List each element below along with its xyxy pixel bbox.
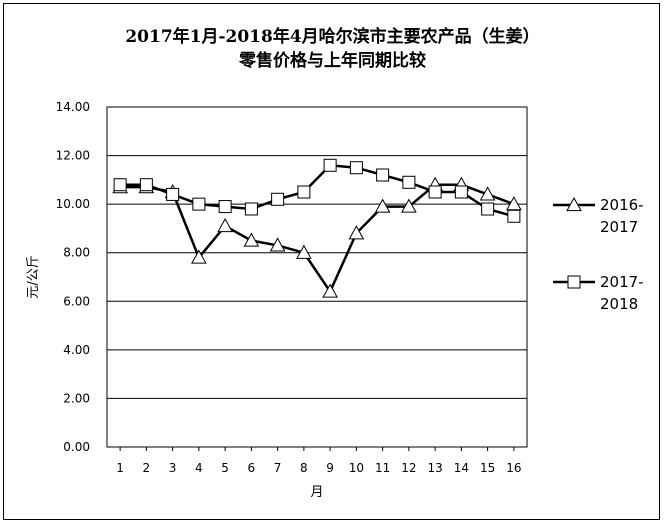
x-tick-label: 10 [349, 461, 364, 475]
plot-area [106, 106, 528, 448]
series-2 [113, 158, 521, 223]
data-point [323, 158, 337, 172]
data-point [297, 185, 311, 199]
series-line [120, 183, 515, 295]
data-point [507, 209, 521, 223]
x-tick-label: 3 [169, 461, 177, 475]
legend-marker [567, 275, 581, 289]
y-tick-label: 14.00 [56, 100, 90, 114]
y-tick-label: 2.00 [63, 391, 90, 405]
x-tick-label: 11 [375, 461, 390, 475]
data-point [139, 178, 153, 192]
data-point [402, 175, 416, 189]
data-point [191, 249, 207, 264]
legend-marker [566, 196, 582, 212]
x-tick-label: 1 [116, 461, 124, 475]
y-tick-labels: 0.00 2.00 4.00 6.00 8.00 10.00 12.00 14.00 [56, 100, 90, 454]
x-tick-label: 16 [506, 461, 521, 475]
chart-frame [3, 3, 660, 520]
data-point [481, 202, 495, 216]
data-point [271, 192, 285, 206]
y-axis-label: 元/公斤 [26, 255, 41, 298]
x-tick-label: 5 [221, 461, 229, 475]
x-tick-label: 14 [454, 461, 469, 475]
data-point [113, 178, 127, 192]
legend-label-line1: 2016- [600, 196, 644, 214]
data-point [322, 283, 338, 298]
data-point [348, 225, 365, 240]
legend-label-line2: 2018 [600, 295, 638, 313]
data-point [374, 198, 391, 213]
chart-title-line2: 零售价格与上年同期比较 [239, 51, 426, 71]
data-point [218, 200, 232, 214]
x-tick-labels: 1 2 3 4 5 6 7 8 9 10 11 12 13 14 15 16 [116, 447, 522, 475]
data-point [376, 168, 390, 182]
data-point [192, 197, 206, 211]
data-point [479, 186, 496, 201]
x-tick-label: 4 [195, 461, 203, 475]
legend-label-line1: 2017- [600, 273, 644, 291]
legend-entry-2: 2017- 2018 [553, 273, 644, 313]
data-point [454, 185, 468, 199]
y-tick-label: 10.00 [56, 197, 90, 211]
data-point [428, 185, 442, 199]
x-tick-label: 12 [401, 461, 416, 475]
data-point [166, 187, 180, 201]
y-tick-label: 12.00 [56, 149, 90, 163]
data-point [269, 237, 286, 252]
data-point [217, 217, 233, 233]
series-line [120, 163, 515, 218]
x-tick-label: 2 [143, 461, 151, 475]
x-tick-label: 8 [300, 461, 308, 475]
y-tick-label: 4.00 [63, 343, 90, 357]
x-tick-label: 15 [480, 461, 495, 475]
data-point [401, 198, 417, 213]
legend: 2016- 2017 2017- 2018 [553, 196, 644, 313]
y-tick-label: 0.00 [63, 440, 90, 454]
data-point [349, 161, 363, 175]
data-point [243, 232, 260, 247]
chart-title-line1: 2017年1月-2018年4月哈尔滨市主要农产品（生姜） [125, 27, 540, 47]
x-tick-label: 9 [326, 461, 334, 475]
series-group [112, 158, 522, 298]
x-axis-label: 月 [310, 485, 323, 500]
legend-label-line2: 2017 [600, 218, 638, 236]
y-tick-label: 8.00 [63, 246, 90, 260]
data-point [296, 244, 312, 259]
x-tick-label: 7 [274, 461, 282, 475]
legend-entry-1: 2016- 2017 [553, 196, 644, 236]
y-tick-label: 6.00 [63, 294, 90, 308]
x-tick-label: 13 [427, 461, 442, 475]
data-point [244, 202, 258, 216]
x-tick-label: 6 [248, 461, 256, 475]
data-point [506, 196, 522, 211]
